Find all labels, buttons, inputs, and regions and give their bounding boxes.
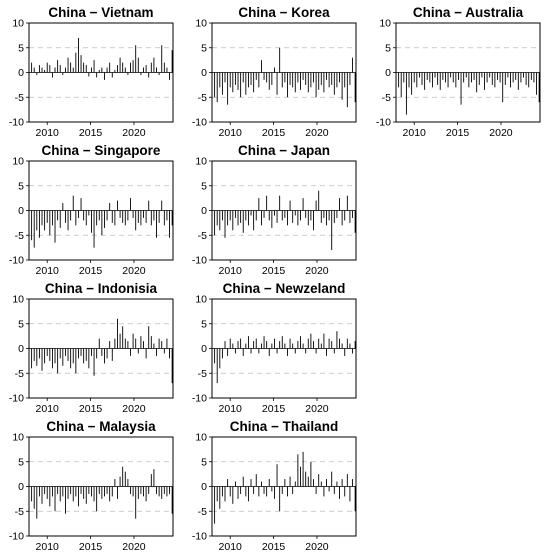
x-tick-label: 2015 — [79, 541, 103, 553]
y-tick-label: 5 — [18, 456, 24, 468]
y-tick-label: -5 — [15, 506, 24, 518]
y-tick-label: 0 — [201, 481, 207, 493]
y-tick-label: 0 — [385, 67, 391, 79]
y-tick-label: -5 — [15, 92, 24, 104]
panel-5: China − Japan -10 -5 0 5 10 2010 2015 2020 — [192, 143, 357, 277]
y-tick-label: -5 — [15, 230, 24, 242]
y-tick-label: -5 — [198, 368, 207, 380]
panel-title: China − Newzeland — [223, 281, 346, 296]
y-tick-label: -5 — [382, 92, 391, 104]
x-tick-label: 2010 — [36, 265, 60, 277]
x-tick-label: 2010 — [403, 127, 427, 139]
y-tick-label: 10 — [195, 18, 207, 30]
panel-title: China − Japan — [238, 143, 330, 158]
y-tick-label: 10 — [12, 18, 24, 30]
y-tick-label: 5 — [201, 42, 207, 54]
panel-1: China − Vietnam -10 -5 0 5 10 2010 2015 2020 — [9, 5, 174, 139]
panel-7: China − Newzeland -10 -5 0 5 10 2010 2015 2020 — [192, 281, 357, 415]
panel-title: China − Indonisia — [45, 281, 158, 296]
y-tick-label: 5 — [18, 318, 24, 330]
y-tick-label: 5 — [201, 318, 207, 330]
x-tick-label: 2015 — [262, 541, 286, 553]
x-tick-label: 2010 — [219, 127, 243, 139]
x-tick-label: 2010 — [219, 403, 243, 415]
panel-6: China − Indonisia -10 -5 0 5 10 2010 2015 2020 — [9, 281, 174, 415]
x-tick-label: 2020 — [305, 541, 329, 553]
y-tick-label: -10 — [192, 531, 207, 543]
y-tick-label: 0 — [18, 205, 24, 217]
y-tick-label: -5 — [198, 92, 207, 104]
y-tick-label: 5 — [201, 456, 207, 468]
x-tick-label: 2020 — [305, 265, 329, 277]
y-tick-label: -10 — [9, 531, 24, 543]
x-tick-label: 2020 — [305, 127, 329, 139]
x-tick-label: 2010 — [36, 541, 60, 553]
y-tick-label: -10 — [9, 117, 24, 129]
y-tick-label: -10 — [9, 393, 24, 405]
panel-2: China − Korea -10 -5 0 5 10 2010 2015 2020 — [192, 5, 357, 139]
x-tick-label: 2020 — [122, 403, 146, 415]
y-tick-label: 10 — [195, 156, 207, 168]
y-tick-label: -10 — [376, 117, 391, 129]
panel-title: China − Thailand — [230, 419, 338, 434]
x-tick-label: 2015 — [79, 265, 103, 277]
panel-title: China − Malaysia — [46, 419, 156, 434]
x-tick-label: 2010 — [36, 127, 60, 139]
y-tick-label: 10 — [12, 432, 24, 444]
panel-3: China − Australia -10 -5 0 5 10 2010 2015 2020 — [376, 5, 541, 139]
y-tick-label: 5 — [18, 180, 24, 192]
x-tick-label: 2015 — [262, 403, 286, 415]
y-tick-label: 10 — [195, 432, 207, 444]
y-tick-label: -10 — [192, 117, 207, 129]
y-tick-label: 10 — [379, 18, 391, 30]
y-tick-label: 0 — [18, 67, 24, 79]
x-tick-label: 2015 — [262, 265, 286, 277]
panel-8: China − Malaysia -10 -5 0 5 10 2010 2015 2020 — [9, 419, 174, 553]
y-tick-label: 10 — [195, 294, 207, 306]
x-tick-label: 2015 — [446, 127, 470, 139]
x-tick-label: 2015 — [262, 127, 286, 139]
panel-4: China − Singapore -10 -5 0 5 10 2010 2015 2020 — [9, 143, 174, 277]
y-tick-label: 10 — [12, 294, 24, 306]
y-tick-label: -10 — [9, 255, 24, 267]
y-tick-label: 5 — [385, 42, 391, 54]
y-tick-label: -10 — [192, 255, 207, 267]
y-tick-label: 0 — [201, 343, 207, 355]
x-tick-label: 2020 — [489, 127, 513, 139]
panel-title: China − Korea — [238, 5, 330, 20]
y-tick-label: 0 — [18, 481, 24, 493]
y-tick-label: -5 — [198, 230, 207, 242]
panel-title: China − Vietnam — [48, 5, 153, 20]
x-tick-label: 2020 — [305, 403, 329, 415]
y-tick-label: 10 — [12, 156, 24, 168]
panel-9: China − Thailand -10 -5 0 5 10 2010 2015 2020 — [192, 419, 357, 553]
panel-title: China − Australia — [413, 5, 524, 20]
y-tick-label: -10 — [192, 393, 207, 405]
y-tick-label: 0 — [201, 67, 207, 79]
y-tick-label: -5 — [15, 368, 24, 380]
x-tick-label: 2020 — [122, 127, 146, 139]
panel-title: China − Singapore — [42, 143, 161, 158]
x-tick-label: 2015 — [79, 403, 103, 415]
x-tick-label: 2020 — [122, 265, 146, 277]
y-tick-label: 0 — [201, 205, 207, 217]
x-tick-label: 2010 — [219, 541, 243, 553]
y-tick-label: -5 — [198, 506, 207, 518]
x-tick-label: 2010 — [219, 265, 243, 277]
x-tick-label: 2020 — [122, 541, 146, 553]
y-tick-label: 5 — [18, 42, 24, 54]
x-tick-label: 2015 — [79, 127, 103, 139]
y-tick-label: 0 — [18, 343, 24, 355]
x-tick-label: 2010 — [36, 403, 60, 415]
y-tick-label: 5 — [201, 180, 207, 192]
